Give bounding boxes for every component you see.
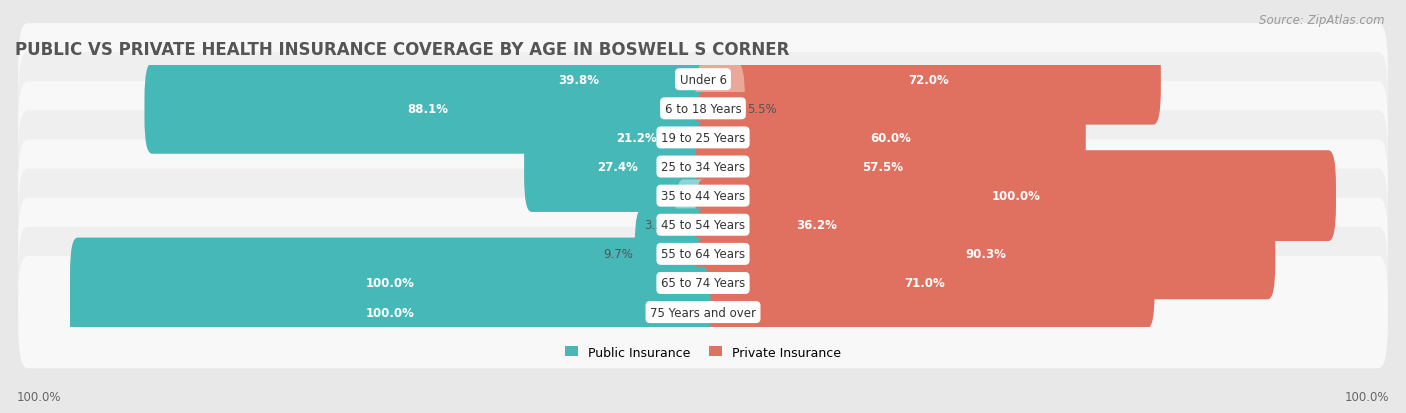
- Text: 5.5%: 5.5%: [747, 102, 776, 116]
- Text: 100.0%: 100.0%: [991, 190, 1040, 203]
- Text: 75 Years and over: 75 Years and over: [650, 306, 756, 319]
- Text: 3.2%: 3.2%: [644, 219, 673, 232]
- FancyBboxPatch shape: [696, 93, 1085, 183]
- Text: 100.0%: 100.0%: [17, 390, 62, 403]
- Text: 19 to 25 Years: 19 to 25 Years: [661, 132, 745, 145]
- Text: 60.0%: 60.0%: [870, 132, 911, 145]
- Text: 71.0%: 71.0%: [904, 277, 945, 290]
- Text: 72.0%: 72.0%: [908, 74, 949, 86]
- FancyBboxPatch shape: [18, 24, 1388, 136]
- FancyBboxPatch shape: [675, 180, 710, 271]
- Text: 35 to 44 Years: 35 to 44 Years: [661, 190, 745, 203]
- FancyBboxPatch shape: [18, 227, 1388, 339]
- FancyBboxPatch shape: [18, 53, 1388, 165]
- Text: Source: ZipAtlas.com: Source: ZipAtlas.com: [1260, 14, 1385, 27]
- Text: 90.3%: 90.3%: [965, 248, 1005, 261]
- Text: 45 to 54 Years: 45 to 54 Years: [661, 219, 745, 232]
- Text: PUBLIC VS PRIVATE HEALTH INSURANCE COVERAGE BY AGE IN BOSWELL S CORNER: PUBLIC VS PRIVATE HEALTH INSURANCE COVER…: [15, 40, 789, 58]
- FancyBboxPatch shape: [18, 140, 1388, 252]
- Text: 0.0%: 0.0%: [661, 190, 690, 203]
- FancyBboxPatch shape: [524, 122, 710, 212]
- Text: 39.8%: 39.8%: [558, 74, 599, 86]
- Text: 0.0%: 0.0%: [716, 306, 745, 319]
- FancyBboxPatch shape: [18, 82, 1388, 194]
- FancyBboxPatch shape: [696, 180, 936, 271]
- FancyBboxPatch shape: [562, 93, 710, 183]
- Text: Under 6: Under 6: [679, 74, 727, 86]
- Text: 100.0%: 100.0%: [1344, 390, 1389, 403]
- FancyBboxPatch shape: [18, 256, 1388, 368]
- FancyBboxPatch shape: [696, 151, 1336, 242]
- FancyBboxPatch shape: [696, 64, 745, 154]
- Text: 55 to 64 Years: 55 to 64 Years: [661, 248, 745, 261]
- Text: 9.7%: 9.7%: [603, 248, 633, 261]
- FancyBboxPatch shape: [18, 198, 1388, 310]
- FancyBboxPatch shape: [696, 209, 1275, 299]
- FancyBboxPatch shape: [696, 238, 1154, 329]
- Text: 6 to 18 Years: 6 to 18 Years: [665, 102, 741, 116]
- Text: 25 to 34 Years: 25 to 34 Years: [661, 161, 745, 173]
- Text: 27.4%: 27.4%: [598, 161, 638, 173]
- FancyBboxPatch shape: [70, 267, 710, 358]
- FancyBboxPatch shape: [18, 111, 1388, 223]
- Text: 100.0%: 100.0%: [366, 306, 415, 319]
- FancyBboxPatch shape: [145, 64, 710, 154]
- FancyBboxPatch shape: [696, 35, 1161, 125]
- FancyBboxPatch shape: [696, 122, 1070, 212]
- Text: 36.2%: 36.2%: [796, 219, 837, 232]
- Legend: Public Insurance, Private Insurance: Public Insurance, Private Insurance: [561, 342, 845, 363]
- Text: 57.5%: 57.5%: [862, 161, 903, 173]
- FancyBboxPatch shape: [447, 35, 710, 125]
- Text: 21.2%: 21.2%: [616, 132, 657, 145]
- Text: 88.1%: 88.1%: [406, 102, 449, 116]
- FancyBboxPatch shape: [636, 209, 710, 299]
- FancyBboxPatch shape: [18, 169, 1388, 281]
- Text: 100.0%: 100.0%: [366, 277, 415, 290]
- FancyBboxPatch shape: [70, 238, 710, 329]
- Text: 65 to 74 Years: 65 to 74 Years: [661, 277, 745, 290]
